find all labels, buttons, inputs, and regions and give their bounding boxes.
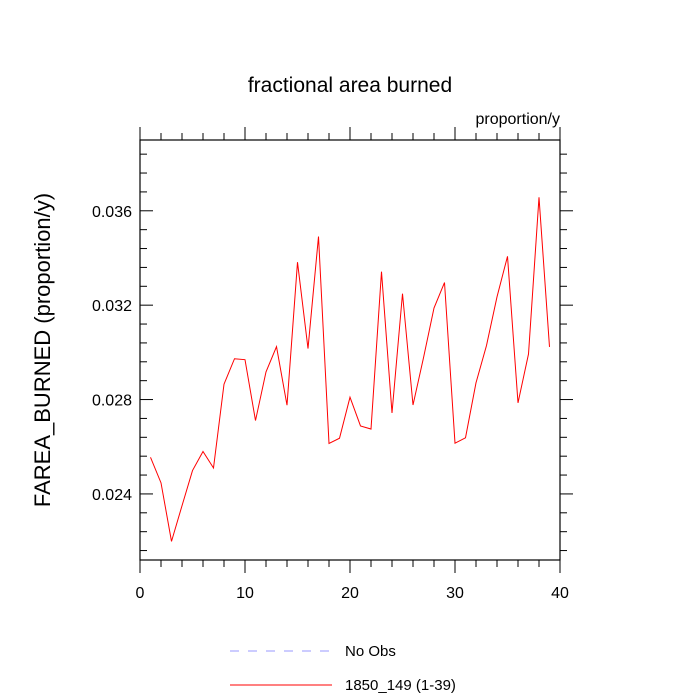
x-tick-label: 10	[236, 585, 254, 602]
y-tick-label: 0.032	[92, 298, 132, 315]
plot-frame	[139, 139, 561, 561]
y-axis-label: FAREA_BURNED (proportion/y)	[30, 193, 55, 507]
y-tick-label: 0.036	[92, 204, 132, 221]
x-tick-label: 20	[341, 585, 359, 602]
y-tick-label: 0.024	[92, 487, 132, 504]
legend: No Obs 1850_149 (1-39)	[230, 643, 456, 694]
series-layer	[150, 197, 550, 542]
legend-label: No Obs	[345, 643, 396, 660]
chart-title: fractional area burned	[248, 74, 452, 97]
units-label: proportion/y	[476, 111, 561, 128]
x-tick-label: 40	[551, 585, 569, 602]
series-line	[150, 197, 550, 542]
tick-labels: 0 10 20 30 40 0.024 0.028 0.032 0.036	[92, 204, 569, 602]
axis-ticks	[139, 127, 573, 573]
legend-label: 1850_149 (1-39)	[345, 677, 456, 694]
x-tick-label: 0	[136, 585, 145, 602]
y-tick-label: 0.028	[92, 393, 132, 410]
x-tick-label: 30	[446, 585, 464, 602]
